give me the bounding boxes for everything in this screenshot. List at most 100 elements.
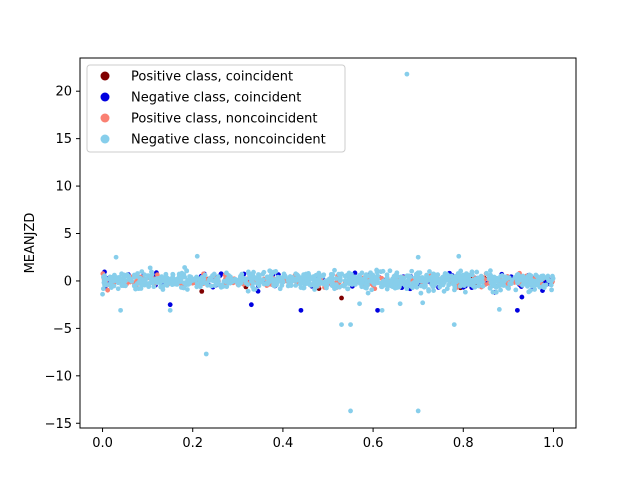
data-point xyxy=(250,280,256,286)
data-point xyxy=(398,274,404,280)
legend-marker-icon xyxy=(100,71,110,81)
data-point-outlier xyxy=(420,300,426,306)
data-point xyxy=(444,286,450,292)
data-point xyxy=(200,278,206,284)
data-point xyxy=(364,279,370,285)
data-point xyxy=(480,283,486,289)
data-point-outlier xyxy=(404,71,410,77)
data-point xyxy=(501,277,506,283)
data-point xyxy=(488,274,494,280)
data-point xyxy=(337,278,343,284)
data-point xyxy=(214,276,219,282)
data-point xyxy=(312,282,318,288)
data-point xyxy=(332,267,337,273)
data-point xyxy=(312,276,317,282)
data-point xyxy=(196,276,202,282)
data-point-outlier xyxy=(100,291,105,297)
data-point xyxy=(304,281,310,286)
data-point xyxy=(521,281,527,286)
data-point xyxy=(474,269,480,275)
data-point xyxy=(422,281,428,287)
x-tick-label: 0.2 xyxy=(182,436,203,451)
data-point xyxy=(458,275,463,281)
data-point xyxy=(293,282,299,288)
data-point xyxy=(178,285,184,290)
data-point xyxy=(281,274,287,279)
x-tick-label: 0.8 xyxy=(453,436,474,451)
data-point xyxy=(427,269,432,274)
data-point xyxy=(194,281,200,287)
data-point xyxy=(266,278,272,284)
data-point-outlier xyxy=(415,254,421,260)
data-point xyxy=(488,268,493,274)
legend-item: Positive class, coincident xyxy=(100,70,293,85)
data-point xyxy=(160,287,166,292)
data-point xyxy=(237,274,243,280)
data-point xyxy=(225,276,231,282)
data-point xyxy=(224,284,230,290)
data-point xyxy=(254,275,259,281)
data-point xyxy=(431,288,436,293)
data-point xyxy=(469,269,475,275)
y-tick-label: 20 xyxy=(55,85,72,100)
legend: Positive class, coincident Negative class… xyxy=(86,64,346,153)
data-point xyxy=(293,271,299,277)
data-point xyxy=(319,273,325,279)
data-point xyxy=(181,280,187,286)
data-point xyxy=(432,277,438,282)
data-point xyxy=(127,276,133,282)
data-point xyxy=(131,272,137,278)
data-point xyxy=(136,279,142,285)
y-axis-label: MEANJZD xyxy=(23,213,38,274)
data-point xyxy=(467,278,472,284)
data-point-outlier xyxy=(397,301,403,307)
data-point xyxy=(498,287,503,293)
data-point xyxy=(290,277,296,283)
data-point xyxy=(108,282,113,288)
data-point-outlier xyxy=(348,322,353,327)
data-point xyxy=(149,269,154,275)
data-point-outlier xyxy=(203,351,209,357)
data-point xyxy=(515,280,521,286)
data-point xyxy=(170,272,176,278)
data-point xyxy=(219,282,225,288)
data-point xyxy=(487,285,493,291)
data-point xyxy=(146,280,152,286)
y-tick-label: 0 xyxy=(64,274,72,289)
data-point xyxy=(320,280,326,285)
data-point xyxy=(174,282,180,287)
data-point xyxy=(387,268,393,274)
data-point xyxy=(268,268,273,274)
data-point xyxy=(107,276,113,282)
data-point xyxy=(151,284,157,290)
data-point xyxy=(324,280,330,286)
data-point xyxy=(100,286,106,292)
data-point xyxy=(211,271,217,277)
data-point xyxy=(212,283,218,289)
data-point xyxy=(550,273,555,279)
legend-label: Negative class, noncoincident xyxy=(131,133,326,148)
data-point xyxy=(332,286,337,292)
data-point xyxy=(101,274,106,280)
data-point xyxy=(484,270,489,276)
data-point-outlier xyxy=(348,408,353,414)
data-point xyxy=(221,278,227,284)
data-point xyxy=(491,282,497,288)
data-point-outlier xyxy=(339,295,344,301)
data-point-outlier xyxy=(339,322,344,327)
x-tick-label: 0.6 xyxy=(363,436,384,451)
y-tick-label: −15 xyxy=(45,417,72,432)
data-point xyxy=(458,283,464,289)
data-point xyxy=(208,276,213,282)
data-point xyxy=(188,274,194,280)
data-point xyxy=(111,283,117,289)
data-point xyxy=(224,270,229,276)
data-points xyxy=(100,71,556,414)
data-point xyxy=(357,275,363,280)
data-point xyxy=(528,288,533,293)
data-point xyxy=(177,274,183,279)
data-point xyxy=(538,276,544,281)
data-point xyxy=(548,279,554,284)
data-point xyxy=(549,287,554,293)
